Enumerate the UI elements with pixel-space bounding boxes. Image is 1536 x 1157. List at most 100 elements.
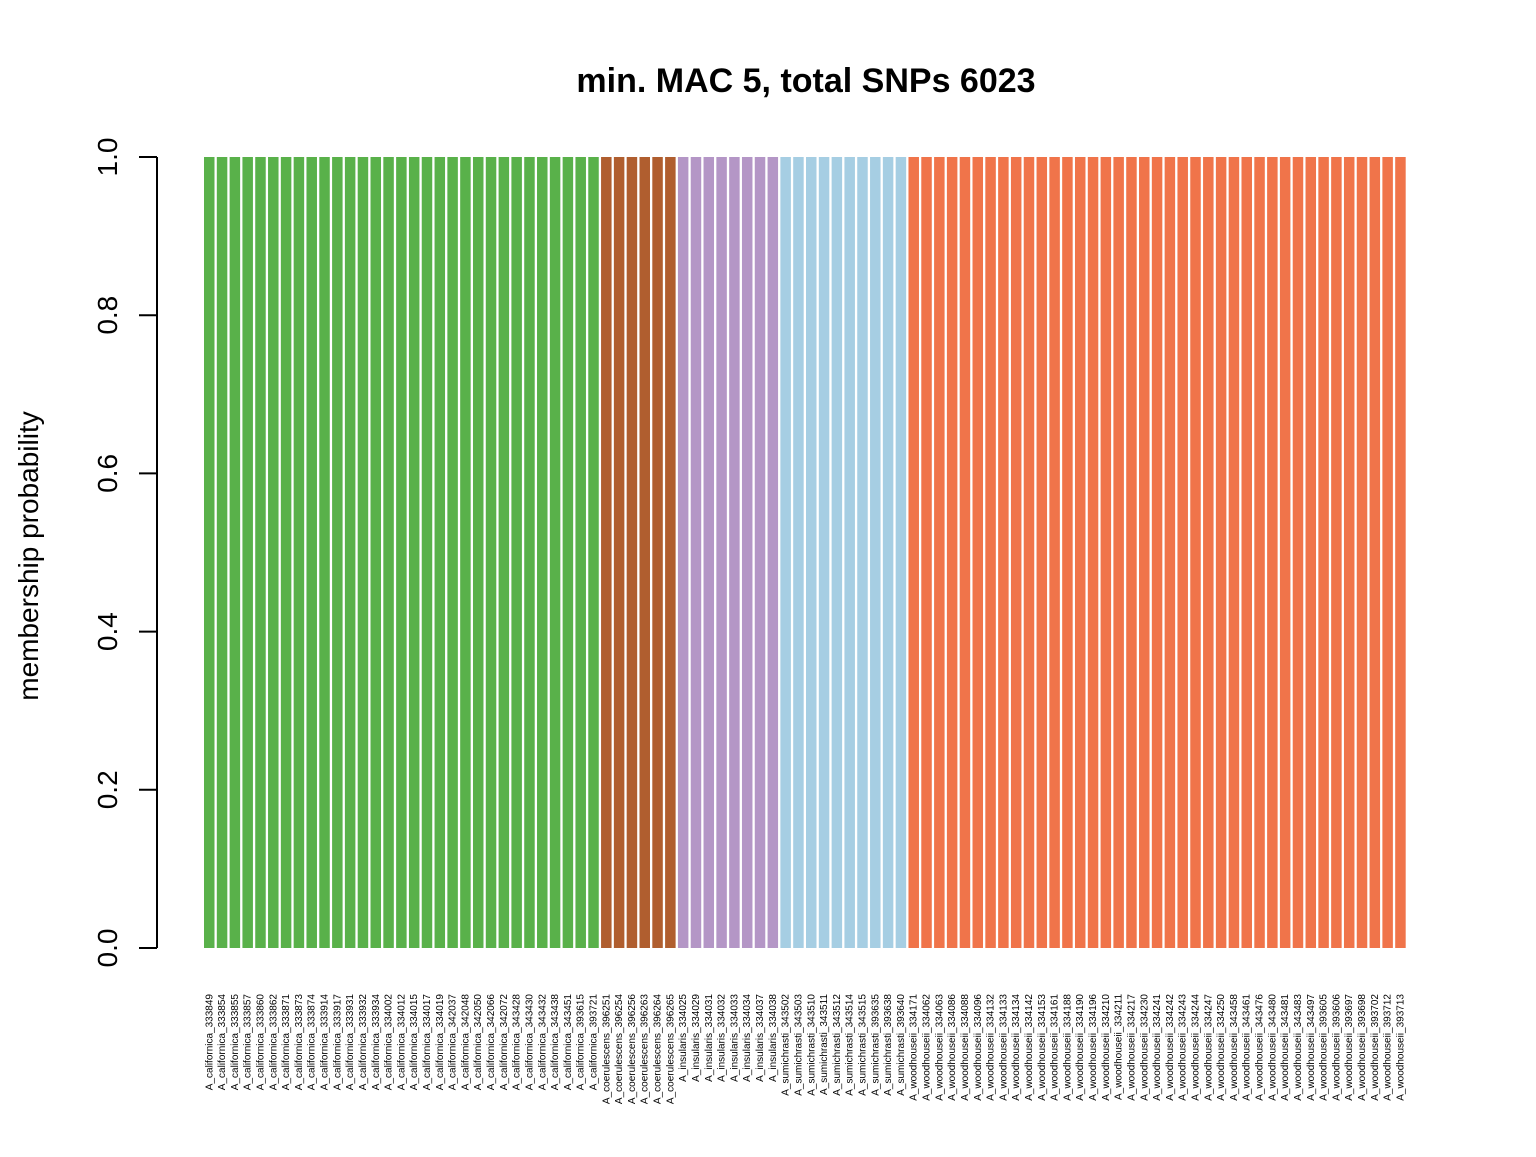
x-tick-label: A_coerulescens_396251 bbox=[601, 994, 612, 1105]
bar-A_californica_333857 bbox=[242, 157, 253, 948]
x-tick-label: A_woodhouseii_343497 bbox=[1306, 994, 1317, 1101]
bar-A_californica_333873 bbox=[293, 157, 305, 948]
bar-A_woodhouseii_334086 bbox=[946, 157, 958, 948]
bar-A_woodhouseii_334096 bbox=[972, 157, 984, 948]
x-tick-label: A_californica_333854 bbox=[217, 994, 228, 1091]
x-tick-label: A_sumichrasti_343515 bbox=[857, 994, 868, 1096]
x-tick-label: A_insularis_334038 bbox=[768, 994, 779, 1082]
y-tick-label: 0.4 bbox=[92, 612, 123, 651]
x-tick-label: A_sumichrasti_343510 bbox=[806, 994, 817, 1096]
bar-A_woodhouseii_334171 bbox=[908, 157, 919, 948]
x-tick-label: A_insularis_334025 bbox=[678, 994, 689, 1082]
x-tick-label: A_californica_333873 bbox=[294, 994, 305, 1091]
bar-A_sumichrasti_393640 bbox=[895, 157, 907, 948]
x-tick-label: A_californica_333857 bbox=[243, 994, 254, 1091]
bar-A_woodhouseii_334142 bbox=[1023, 157, 1035, 948]
bar-A_coerulescens_396263 bbox=[639, 157, 650, 948]
bar-A_californica_333855 bbox=[229, 157, 241, 948]
bar-A_coerulescens_396251 bbox=[601, 157, 612, 948]
bar-A_californica_333914 bbox=[319, 157, 330, 948]
x-tick-label: A_woodhouseii_343461 bbox=[1242, 994, 1253, 1101]
bar-A_woodhouseii_334062 bbox=[921, 157, 932, 948]
bar-A_woodhouseii_334243 bbox=[1177, 157, 1188, 948]
x-tick-label: A_woodhouseii_334244 bbox=[1191, 994, 1202, 1101]
bar-A_sumichrasti_343514 bbox=[844, 157, 855, 948]
bar-A_californica_342048 bbox=[460, 157, 471, 948]
x-tick-label: A_californica_333871 bbox=[281, 994, 292, 1091]
x-tick-label: A_coerulescens_396256 bbox=[627, 994, 638, 1105]
bar-A_woodhouseii_334132 bbox=[985, 157, 996, 948]
bar-A_sumichrasti_343512 bbox=[831, 157, 843, 948]
bar-A_insularis_334037 bbox=[754, 157, 766, 948]
x-tick-label: A_californica_333862 bbox=[268, 994, 279, 1091]
x-tick-label: A_woodhouseii_334063 bbox=[934, 994, 945, 1101]
bar-A_woodhouseii_334242 bbox=[1164, 157, 1176, 948]
x-tick-label: A_californica_333914 bbox=[320, 994, 331, 1091]
bar-A_woodhouseii_334134 bbox=[1010, 157, 1022, 948]
chart-title: min. MAC 5, total SNPs 6023 bbox=[576, 62, 1035, 100]
x-tick-label: A_sumichrasti_393640 bbox=[896, 994, 907, 1096]
x-tick-label: A_californica_342048 bbox=[460, 994, 471, 1091]
x-tick-label: A_woodhouseii_334161 bbox=[1050, 994, 1061, 1101]
bar-A_woodhouseii_334188 bbox=[1062, 157, 1073, 948]
bar-A_californica_342066 bbox=[485, 157, 497, 948]
x-tick-label: A_sumichrasti_343511 bbox=[819, 994, 830, 1095]
bar-A_coerulescens_396265 bbox=[665, 157, 676, 948]
bar-A_californica_333932 bbox=[357, 157, 369, 948]
x-tick-label: A_californica_333934 bbox=[371, 994, 382, 1091]
bar-A_woodhouseii_343458 bbox=[1228, 157, 1240, 948]
x-tick-label: A_woodhouseii_334086 bbox=[947, 994, 958, 1101]
x-tick-label: A_woodhouseii_393713 bbox=[1395, 994, 1406, 1101]
bar-A_woodhouseii_343461 bbox=[1241, 157, 1252, 948]
bar-A_woodhouseii_343481 bbox=[1279, 157, 1291, 948]
x-tick-label: A_woodhouseii_334247 bbox=[1203, 994, 1214, 1101]
bar-A_insularis_334031 bbox=[703, 157, 715, 948]
bar-A_californica_334017 bbox=[421, 157, 433, 948]
x-tick-label: A_californica_334012 bbox=[396, 994, 407, 1091]
bar-A_woodhouseii_393712 bbox=[1382, 157, 1393, 948]
x-tick-label: A_insularis_334032 bbox=[717, 994, 728, 1082]
x-tick-label: A_sumichrasti_343514 bbox=[845, 994, 856, 1096]
x-tick-label: A_coerulescens_396264 bbox=[653, 994, 664, 1105]
x-tick-label: A_woodhouseii_334241 bbox=[1152, 994, 1163, 1101]
x-tick-labels: A_californica_333849 A_californica_333854… bbox=[204, 994, 1406, 1105]
x-tick-label: A_californica_333874 bbox=[307, 994, 318, 1091]
x-tick-label: A_woodhouseii_334190 bbox=[1075, 994, 1086, 1101]
bar-A_woodhouseii_334196 bbox=[1087, 157, 1099, 948]
x-tick-label: A_californica_343438 bbox=[550, 994, 561, 1091]
x-tick-label: A_californica_343451 bbox=[563, 994, 574, 1091]
x-tick-label: A_californica_334019 bbox=[435, 994, 446, 1091]
x-tick-label: A_insularis_334037 bbox=[755, 994, 766, 1082]
x-tick-label: A_sumichrasti_343512 bbox=[832, 994, 843, 1096]
bar-A_woodhouseii_343476 bbox=[1254, 157, 1265, 948]
x-tick-label: A_woodhouseii_334132 bbox=[986, 994, 997, 1101]
bar-A_woodhouseii_393713 bbox=[1395, 157, 1406, 948]
bar-A_sumichrasti_343503 bbox=[793, 157, 804, 948]
bar-A_woodhouseii_334241 bbox=[1151, 157, 1163, 948]
x-tick-label: A_californica_334015 bbox=[409, 994, 420, 1091]
bar-A_woodhouseii_393698 bbox=[1356, 157, 1368, 948]
x-tick-label: A_woodhouseii_334088 bbox=[960, 994, 971, 1101]
x-tick-label: A_woodhouseii_334211 bbox=[1114, 994, 1125, 1100]
bar-A_californica_342037 bbox=[447, 157, 458, 948]
x-tick-label: A_californica_343428 bbox=[512, 994, 523, 1091]
bar-A_californica_334002 bbox=[383, 157, 394, 948]
x-tick-label: A_californica_393721 bbox=[589, 994, 600, 1091]
x-tick-label: A_californica_333917 bbox=[332, 994, 343, 1091]
bar-A_californica_333849 bbox=[204, 157, 215, 948]
x-tick-label: A_woodhouseii_393698 bbox=[1357, 994, 1368, 1101]
bars-group bbox=[204, 157, 1406, 948]
x-tick-label: A_coerulescens_396254 bbox=[614, 994, 625, 1105]
x-tick-label: A_woodhouseii_343483 bbox=[1293, 994, 1304, 1101]
bar-A_californica_333931 bbox=[344, 157, 356, 948]
y-tick-label: 1.0 bbox=[92, 138, 123, 177]
bar-A_coerulescens_396264 bbox=[652, 157, 663, 948]
x-tick-label: A_woodhouseii_393697 bbox=[1344, 994, 1355, 1101]
bar-A_woodhouseii_334247 bbox=[1203, 157, 1214, 948]
bar-A_woodhouseii_334250 bbox=[1215, 157, 1227, 948]
x-tick-label: A_woodhouseii_334210 bbox=[1101, 994, 1112, 1101]
x-tick-label: A_sumichrasti_343503 bbox=[793, 994, 804, 1096]
bar-A_woodhouseii_334161 bbox=[1049, 157, 1060, 948]
bar-A_californica_333934 bbox=[370, 157, 382, 948]
